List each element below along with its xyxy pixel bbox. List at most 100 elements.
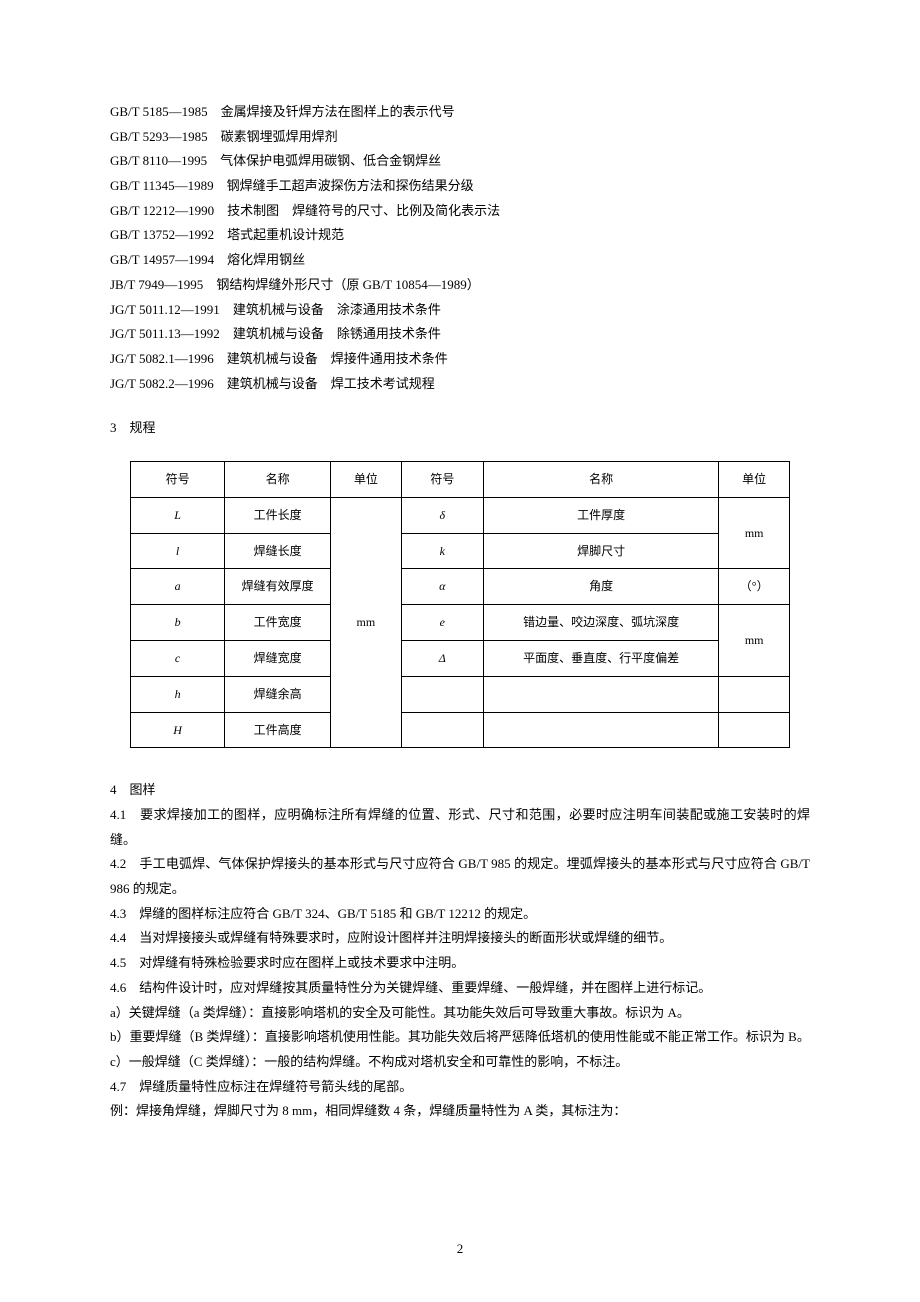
standard-item: GB/T 5293—1985 碳素钢埋弧焊用焊剂 xyxy=(110,125,810,150)
cell-sym: k xyxy=(401,533,483,569)
standard-code: GB/T 12212—1990 xyxy=(110,203,214,218)
standard-code: JG/T 5082.2—1996 xyxy=(110,376,214,391)
cell-sym: e xyxy=(401,605,483,641)
section-3-heading: 3 规程 xyxy=(110,416,810,441)
page-number: 2 xyxy=(457,1237,464,1262)
standards-list: GB/T 5185—1985 金属焊接及钎焊方法在图样上的表示代号 GB/T 5… xyxy=(110,100,810,396)
paragraph-4-4: 4.4 当对焊接接头或焊缝有特殊要求时，应附设计图样并注明焊接接头的断面形状或焊… xyxy=(110,926,810,951)
paragraph-4-1: 4.1 要求焊接加工的图样，应明确标注所有焊缝的位置、形式、尺寸和范围，必要时应… xyxy=(110,803,810,852)
standard-code: JG/T 5011.13—1992 xyxy=(110,326,220,341)
cell-name xyxy=(484,712,719,748)
cell-sym: L xyxy=(131,497,225,533)
section-4-heading: 4 图样 xyxy=(110,778,810,803)
cell-name: 焊缝长度 xyxy=(225,533,331,569)
paragraph-4-6c: c）一般焊缝（C 类焊缝）：一般的结构焊缝。不构成对塔机安全和可靠性的影响，不标… xyxy=(110,1050,810,1075)
standard-title: 技术制图 焊缝符号的尺寸、比例及简化表示法 xyxy=(227,203,500,218)
cell-sym xyxy=(401,676,483,712)
standard-item: GB/T 13752—1992 塔式起重机设计规范 xyxy=(110,223,810,248)
standard-item: GB/T 12212—1990 技术制图 焊缝符号的尺寸、比例及简化表示法 xyxy=(110,199,810,224)
cell-name: 平面度、垂直度、行平度偏差 xyxy=(484,640,719,676)
standard-code: GB/T 13752—1992 xyxy=(110,227,214,242)
section-4: 4 图样 4.1 要求焊接加工的图样，应明确标注所有焊缝的位置、形式、尺寸和范围… xyxy=(110,778,810,1124)
cell-name: 工件宽度 xyxy=(225,605,331,641)
paragraph-4-example: 例：焊接角焊缝，焊脚尺寸为 8 mm，相同焊缝数 4 条，焊缝质量特性为 A 类… xyxy=(110,1099,810,1124)
standard-item: JB/T 7949—1995 钢结构焊缝外形尺寸（原 GB/T 10854—19… xyxy=(110,273,810,298)
table-row: L 工件长度 mm δ 工件厚度 mm xyxy=(131,497,790,533)
standard-item: JG/T 5011.13—1992 建筑机械与设备 除锈通用技术条件 xyxy=(110,322,810,347)
header-unit-1: 单位 xyxy=(331,461,402,497)
paragraph-4-7: 4.7 焊缝质量特性应标注在焊缝符号箭头线的尾部。 xyxy=(110,1075,810,1100)
paragraph-4-2: 4.2 手工电弧焊、气体保护焊接头的基本形式与尺寸应符合 GB/T 985 的规… xyxy=(110,852,810,901)
cell-unit-right: mm xyxy=(719,605,790,677)
cell-name: 焊脚尺寸 xyxy=(484,533,719,569)
standard-item: GB/T 5185—1985 金属焊接及钎焊方法在图样上的表示代号 xyxy=(110,100,810,125)
header-unit-2: 单位 xyxy=(719,461,790,497)
standard-title: 钢结构焊缝外形尺寸（原 GB/T 10854—1989） xyxy=(216,277,479,292)
standard-code: JG/T 5011.12—1991 xyxy=(110,302,220,317)
symbol-table: 符号 名称 单位 符号 名称 单位 L 工件长度 mm δ 工件厚度 mm l … xyxy=(130,461,790,748)
cell-sym: α xyxy=(401,569,483,605)
standard-title: 钢焊缝手工超声波探伤方法和探伤结果分级 xyxy=(227,178,474,193)
header-name-1: 名称 xyxy=(225,461,331,497)
standard-title: 金属焊接及钎焊方法在图样上的表示代号 xyxy=(221,104,455,119)
standard-item: GB/T 11345—1989 钢焊缝手工超声波探伤方法和探伤结果分级 xyxy=(110,174,810,199)
standard-code: GB/T 8110—1995 xyxy=(110,153,207,168)
table-row: b 工件宽度 e 错边量、咬边深度、弧坑深度 mm xyxy=(131,605,790,641)
standard-title: 熔化焊用钢丝 xyxy=(227,252,305,267)
standard-item: JG/T 5082.1—1996 建筑机械与设备 焊接件通用技术条件 xyxy=(110,347,810,372)
paragraph-4-3: 4.3 焊缝的图样标注应符合 GB/T 324、GB/T 5185 和 GB/T… xyxy=(110,902,810,927)
paragraph-4-6a: a）关键焊缝（a 类焊缝）：直接影响塔机的安全及可能性。其功能失效后可导致重大事… xyxy=(110,1001,810,1026)
table-row: c 焊缝宽度 Δ 平面度、垂直度、行平度偏差 xyxy=(131,640,790,676)
header-symbol-1: 符号 xyxy=(131,461,225,497)
standard-item: GB/T 14957—1994 熔化焊用钢丝 xyxy=(110,248,810,273)
standard-title: 建筑机械与设备 焊工技术考试规程 xyxy=(227,376,435,391)
standard-code: JG/T 5082.1—1996 xyxy=(110,351,214,366)
standard-item: JG/T 5082.2—1996 建筑机械与设备 焊工技术考试规程 xyxy=(110,372,810,397)
paragraph-4-6b: b）重要焊缝（B 类焊缝）：直接影响塔机使用性能。其功能失效后将严惩降低塔机的使… xyxy=(110,1025,810,1050)
cell-sym: b xyxy=(131,605,225,641)
cell-name: 焊缝宽度 xyxy=(225,640,331,676)
standard-code: GB/T 5293—1985 xyxy=(110,129,208,144)
table-row: H 工件高度 xyxy=(131,712,790,748)
cell-unit-right xyxy=(719,712,790,748)
cell-sym: h xyxy=(131,676,225,712)
cell-unit-left: mm xyxy=(331,497,402,748)
table-row: h 焊缝余高 xyxy=(131,676,790,712)
cell-name xyxy=(484,676,719,712)
cell-name: 工件厚度 xyxy=(484,497,719,533)
cell-unit-right: （°） xyxy=(719,569,790,605)
table-row: l 焊缝长度 k 焊脚尺寸 xyxy=(131,533,790,569)
cell-name: 工件高度 xyxy=(225,712,331,748)
paragraph-4-5: 4.5 对焊缝有特殊检验要求时应在图样上或技术要求中注明。 xyxy=(110,951,810,976)
cell-sym: Δ xyxy=(401,640,483,676)
cell-sym: a xyxy=(131,569,225,605)
cell-unit-right xyxy=(719,676,790,712)
table-header-row: 符号 名称 单位 符号 名称 单位 xyxy=(131,461,790,497)
standard-code: GB/T 14957—1994 xyxy=(110,252,214,267)
header-name-2: 名称 xyxy=(484,461,719,497)
standard-title: 建筑机械与设备 焊接件通用技术条件 xyxy=(227,351,448,366)
standard-code: JB/T 7949—1995 xyxy=(110,277,203,292)
cell-sym: c xyxy=(131,640,225,676)
standard-code: GB/T 5185—1985 xyxy=(110,104,208,119)
cell-sym: H xyxy=(131,712,225,748)
header-symbol-2: 符号 xyxy=(401,461,483,497)
standard-item: JG/T 5011.12—1991 建筑机械与设备 涂漆通用技术条件 xyxy=(110,298,810,323)
cell-name: 角度 xyxy=(484,569,719,605)
standard-item: GB/T 8110—1995 气体保护电弧焊用碳钢、低合金钢焊丝 xyxy=(110,149,810,174)
cell-name: 工件长度 xyxy=(225,497,331,533)
cell-name: 焊缝余高 xyxy=(225,676,331,712)
cell-unit-right: mm xyxy=(719,497,790,569)
paragraph-4-6: 4.6 结构件设计时，应对焊缝按其质量特性分为关键焊缝、重要焊缝、一般焊缝，并在… xyxy=(110,976,810,1001)
standard-code: GB/T 11345—1989 xyxy=(110,178,214,193)
standard-title: 建筑机械与设备 除锈通用技术条件 xyxy=(233,326,441,341)
standard-title: 碳素钢埋弧焊用焊剂 xyxy=(221,129,338,144)
cell-sym: δ xyxy=(401,497,483,533)
standard-title: 塔式起重机设计规范 xyxy=(227,227,344,242)
cell-name: 错边量、咬边深度、弧坑深度 xyxy=(484,605,719,641)
table-row: a 焊缝有效厚度 α 角度 （°） xyxy=(131,569,790,605)
standard-title: 建筑机械与设备 涂漆通用技术条件 xyxy=(233,302,441,317)
cell-sym xyxy=(401,712,483,748)
cell-name: 焊缝有效厚度 xyxy=(225,569,331,605)
cell-sym: l xyxy=(131,533,225,569)
